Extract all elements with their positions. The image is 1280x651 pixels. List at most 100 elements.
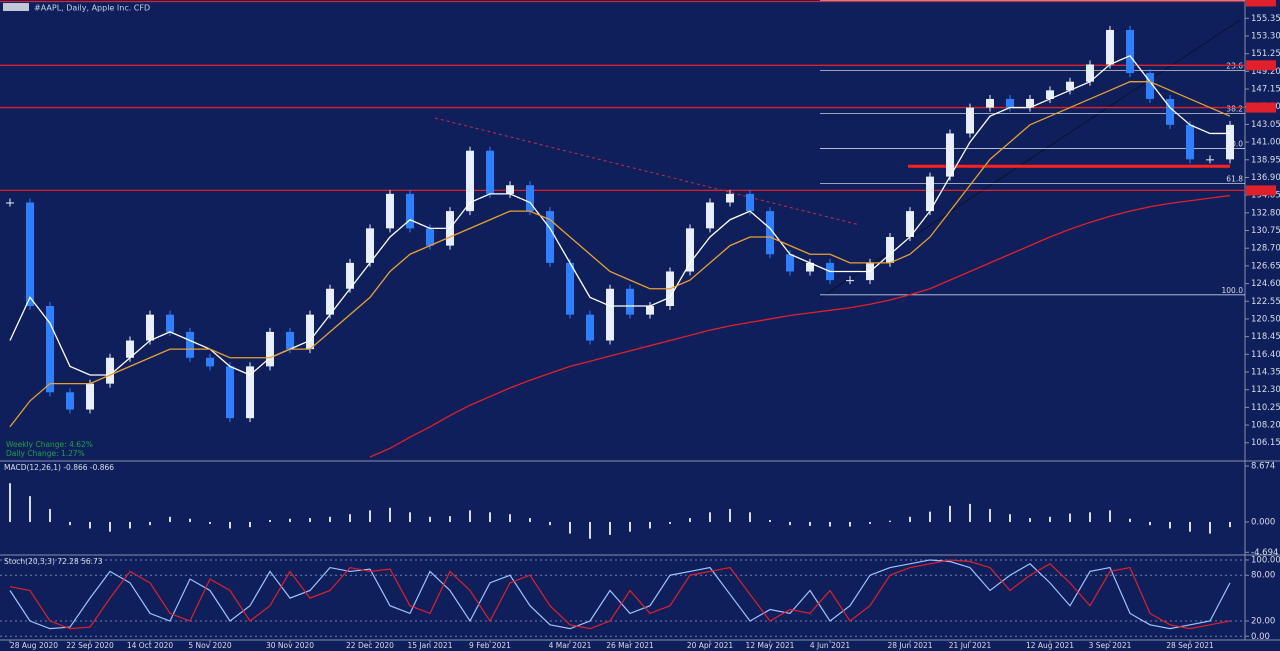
candle-body	[1186, 124, 1194, 160]
macd-bar	[1169, 521, 1171, 529]
candle-body	[806, 262, 814, 272]
candle-body	[186, 331, 194, 358]
y-tick-label: 128.70	[1251, 244, 1280, 254]
x-tick-label: 28 Sep 2021	[1166, 641, 1214, 650]
y-tick-label: 141.00	[1251, 138, 1280, 148]
macd-bar	[929, 511, 931, 522]
y-tick-label: 143.05	[1251, 120, 1280, 130]
candle-body	[1046, 90, 1054, 99]
macd-bar	[49, 509, 51, 522]
candle-body	[706, 202, 714, 229]
candle-body	[106, 357, 114, 384]
y-tick-label: 108.20	[1251, 421, 1280, 431]
candle-body	[746, 193, 754, 212]
y-tick-label: 8.674	[1251, 461, 1275, 471]
candle-body	[586, 314, 594, 341]
x-tick-label: 12 Aug 2021	[1026, 641, 1074, 650]
macd-bar	[149, 521, 151, 526]
candle-body	[426, 228, 434, 246]
x-tick-label: 30 Nov 2020	[266, 641, 314, 650]
macd-bar	[1209, 521, 1211, 534]
candle-body	[126, 340, 134, 358]
macd-bar	[209, 521, 211, 524]
candle-body	[846, 280, 854, 282]
fib-label: 0.0	[1231, 0, 1243, 1]
candle-body	[966, 107, 974, 134]
macd-bar	[549, 521, 551, 526]
macd-bar	[649, 521, 651, 529]
candle-body	[1006, 98, 1014, 108]
y-tick-label: 114.35	[1251, 368, 1280, 378]
macd-bar	[729, 509, 731, 522]
macd-bar	[689, 518, 691, 522]
macd-bar	[1049, 516, 1051, 522]
y-tick-label: 120.50	[1251, 314, 1280, 324]
candle-body	[146, 314, 154, 341]
candle-body	[886, 236, 894, 263]
trend-line	[434, 117, 861, 226]
candle-body	[1106, 29, 1114, 65]
macd-bar	[969, 503, 971, 522]
fib-label: 23.6	[1226, 61, 1243, 70]
y-tick-label: 147.15	[1251, 85, 1280, 95]
candle-body	[646, 306, 654, 315]
candle-body	[626, 288, 634, 315]
macd-bar	[669, 521, 671, 524]
macd-bar	[1109, 510, 1111, 522]
macd-bar	[1069, 513, 1071, 522]
x-tick-label: 12 May 2021	[746, 641, 795, 650]
macd-bar	[249, 521, 251, 528]
macd-bar	[889, 520, 891, 522]
macd-bar	[289, 518, 291, 522]
macd-bar	[509, 514, 511, 522]
indicator-line	[9, 559, 1231, 630]
macd-bar	[569, 521, 571, 534]
candle-body	[46, 306, 54, 393]
y-tick-label: 136.90	[1251, 173, 1280, 183]
macd-bar	[769, 520, 771, 522]
y-tick-label: 149.20	[1251, 67, 1280, 77]
macd-bar	[169, 516, 171, 522]
price-tag	[1246, 185, 1276, 196]
window-icon[interactable]	[3, 3, 29, 11]
candle-body	[786, 254, 794, 272]
macd-bar	[809, 521, 811, 526]
x-tick-label: 9 Feb 2021	[469, 641, 511, 650]
candle-body	[906, 211, 914, 237]
indicator-line	[9, 55, 1230, 376]
macd-bar	[189, 518, 191, 522]
candle-body	[286, 331, 294, 350]
y-tick-label: 112.30	[1251, 385, 1280, 395]
fib-label: 38.2	[1226, 105, 1243, 114]
candle-body	[1206, 159, 1214, 161]
indicator-line	[369, 194, 1231, 458]
x-tick-label: 4 Jun 2021	[810, 641, 851, 650]
x-tick-label: 4 Mar 2021	[549, 641, 592, 650]
macd-bar	[849, 521, 851, 527]
candle-body	[386, 193, 394, 229]
candle-body	[466, 150, 474, 212]
macd-bar	[269, 520, 271, 522]
candle-body	[686, 228, 694, 272]
candle-body	[226, 366, 234, 419]
candle-body	[1146, 73, 1154, 99]
macd-bar	[409, 512, 411, 522]
y-tick-label: 155.35	[1251, 14, 1280, 24]
candle-body	[1086, 64, 1094, 82]
candle-body	[26, 202, 34, 307]
candle-body	[66, 392, 74, 410]
fib-label: 50.0	[1226, 140, 1243, 149]
price-tag	[1246, 102, 1276, 113]
macd-bar	[789, 521, 791, 526]
macd-bar	[589, 521, 591, 539]
candle-body	[506, 185, 514, 194]
y-tick-label: 130.75	[1251, 226, 1280, 236]
candle-body	[1066, 81, 1074, 91]
indicator-line	[9, 81, 1231, 428]
panel-label: Stoch(20,3,3) 72.28 56.73	[4, 557, 103, 566]
candle-body	[246, 366, 254, 419]
macd-bar	[29, 496, 31, 522]
macd-bar	[229, 521, 231, 529]
candle-body	[606, 288, 614, 341]
